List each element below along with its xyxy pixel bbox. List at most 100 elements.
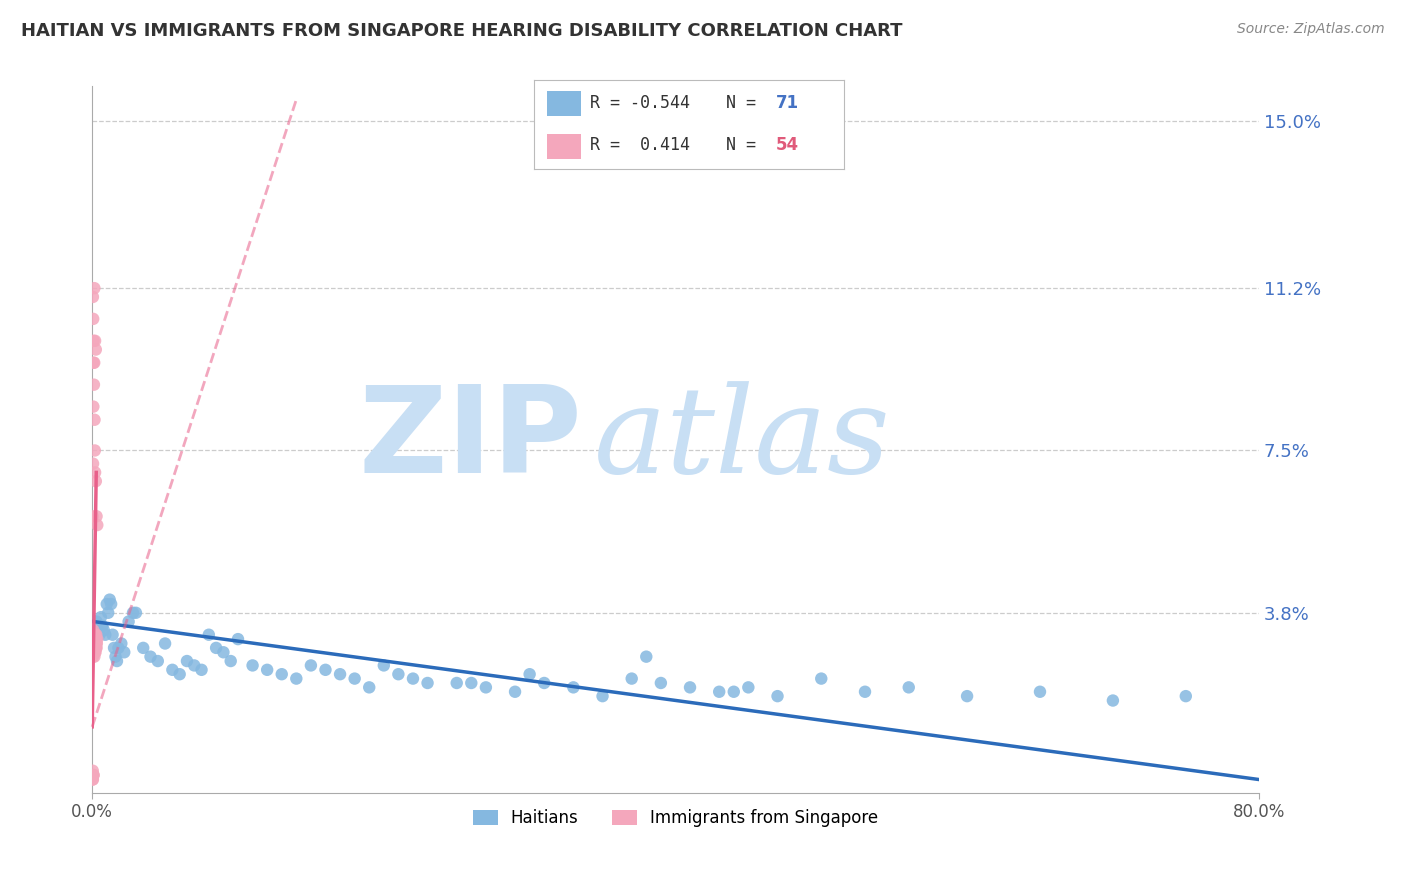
Point <box>226 632 249 646</box>
Point <box>242 658 264 673</box>
Point <box>83 443 105 458</box>
Point <box>122 606 145 620</box>
Point <box>86 615 108 629</box>
Point <box>299 658 322 673</box>
Point <box>101 628 124 642</box>
Point <box>82 400 104 414</box>
Point <box>84 334 107 348</box>
Point <box>256 663 278 677</box>
Point <box>83 413 105 427</box>
Point <box>84 640 107 655</box>
Point <box>84 632 107 646</box>
Text: 71: 71 <box>776 95 799 112</box>
Point <box>176 654 198 668</box>
Point <box>1102 693 1125 707</box>
Point <box>93 624 115 638</box>
Point <box>84 636 107 650</box>
Point <box>82 290 104 304</box>
Point <box>853 685 876 699</box>
Point <box>1029 685 1052 699</box>
Point <box>810 672 832 686</box>
Point <box>86 640 108 655</box>
Point <box>84 343 107 357</box>
Point <box>83 768 105 782</box>
Point <box>84 636 107 650</box>
Point <box>709 685 731 699</box>
Point <box>87 624 110 638</box>
Point <box>83 645 105 659</box>
Point <box>139 649 162 664</box>
Point <box>533 676 555 690</box>
Point <box>1174 689 1197 703</box>
Point <box>84 474 107 488</box>
Point <box>650 676 672 690</box>
Bar <box>547 134 581 159</box>
Point <box>84 645 107 659</box>
Point <box>112 645 135 659</box>
Point <box>91 619 114 633</box>
Point <box>82 311 104 326</box>
Point <box>132 640 155 655</box>
Point <box>82 457 104 471</box>
Point <box>198 628 221 642</box>
Point <box>956 689 979 703</box>
Point <box>97 606 120 620</box>
Point <box>86 509 108 524</box>
Point <box>82 356 104 370</box>
Point <box>83 628 105 642</box>
Point <box>104 649 127 664</box>
Text: HAITIAN VS IMMIGRANTS FROM SINGAPORE HEARING DISABILITY CORRELATION CHART: HAITIAN VS IMMIGRANTS FROM SINGAPORE HEA… <box>21 22 903 40</box>
Point <box>359 681 381 695</box>
Text: 54: 54 <box>776 136 799 154</box>
Point <box>343 672 366 686</box>
Point <box>82 764 104 778</box>
Point <box>82 632 104 646</box>
Point <box>183 658 205 673</box>
Point <box>82 509 104 524</box>
Point <box>83 377 105 392</box>
Point <box>86 518 108 533</box>
Point <box>314 663 336 677</box>
Point <box>270 667 292 681</box>
Point <box>153 636 176 650</box>
Point <box>416 676 439 690</box>
Point <box>82 772 104 787</box>
Point <box>82 624 104 638</box>
Text: N =: N = <box>725 136 766 154</box>
Point <box>107 640 129 655</box>
Point <box>83 356 105 370</box>
Point <box>84 636 107 650</box>
Point <box>766 689 789 703</box>
Point <box>82 768 104 782</box>
Point <box>402 672 425 686</box>
Point <box>679 681 702 695</box>
Point <box>83 636 105 650</box>
Point <box>98 592 121 607</box>
Point <box>84 632 107 646</box>
Point <box>620 672 643 686</box>
Point <box>117 615 139 629</box>
Point <box>86 632 108 646</box>
Point <box>83 640 105 655</box>
Text: R =  0.414: R = 0.414 <box>591 136 690 154</box>
Point <box>83 636 105 650</box>
Point <box>169 667 191 681</box>
Point <box>162 663 184 677</box>
Point <box>84 466 107 480</box>
Point <box>460 676 482 690</box>
Point <box>105 654 128 668</box>
Point <box>83 281 105 295</box>
Text: N =: N = <box>725 95 766 112</box>
Point <box>897 681 920 695</box>
Point <box>125 606 148 620</box>
Point <box>636 649 658 664</box>
Point <box>82 636 104 650</box>
Point <box>94 628 117 642</box>
Point <box>84 628 107 642</box>
Point <box>83 632 105 646</box>
Legend: Haitians, Immigrants from Singapore: Haitians, Immigrants from Singapore <box>465 803 884 834</box>
Point <box>387 667 409 681</box>
Point <box>592 689 614 703</box>
Point <box>82 628 104 642</box>
Point <box>83 334 105 348</box>
